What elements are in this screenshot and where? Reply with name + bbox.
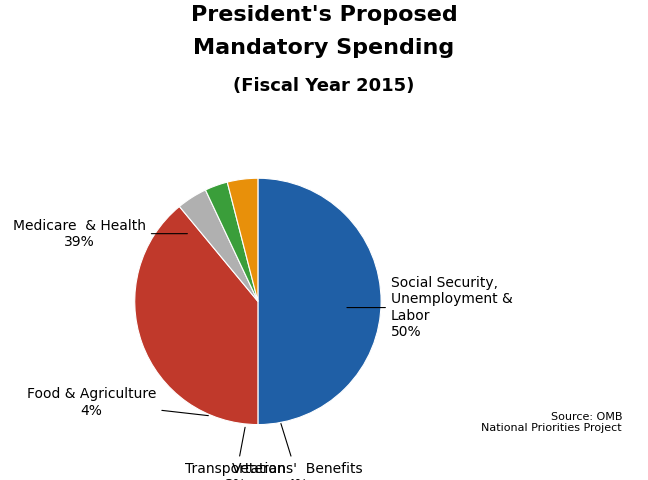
Wedge shape <box>179 190 258 301</box>
Text: Veterans'  Benefits
4%: Veterans' Benefits 4% <box>232 423 363 480</box>
Text: Food & Agriculture
4%: Food & Agriculture 4% <box>27 387 209 418</box>
Text: Ⓒ BY-NC: Ⓒ BY-NC <box>530 443 572 453</box>
Wedge shape <box>135 206 258 425</box>
Text: Social Security,
Unemployment &
Labor
50%: Social Security, Unemployment & Labor 50… <box>347 276 513 339</box>
Text: (Fiscal Year 2015): (Fiscal Year 2015) <box>233 77 415 95</box>
Text: Mandatory Spending: Mandatory Spending <box>193 38 455 59</box>
Text: Source: OMB
National Priorities Project: Source: OMB National Priorities Project <box>481 412 622 433</box>
Text: Medicare  & Health
39%: Medicare & Health 39% <box>13 218 187 249</box>
Text: President's Proposed: President's Proposed <box>191 5 457 25</box>
Wedge shape <box>258 178 381 425</box>
Wedge shape <box>227 178 258 301</box>
Text: Transportation
3%: Transportation 3% <box>185 427 286 480</box>
Wedge shape <box>205 182 258 301</box>
